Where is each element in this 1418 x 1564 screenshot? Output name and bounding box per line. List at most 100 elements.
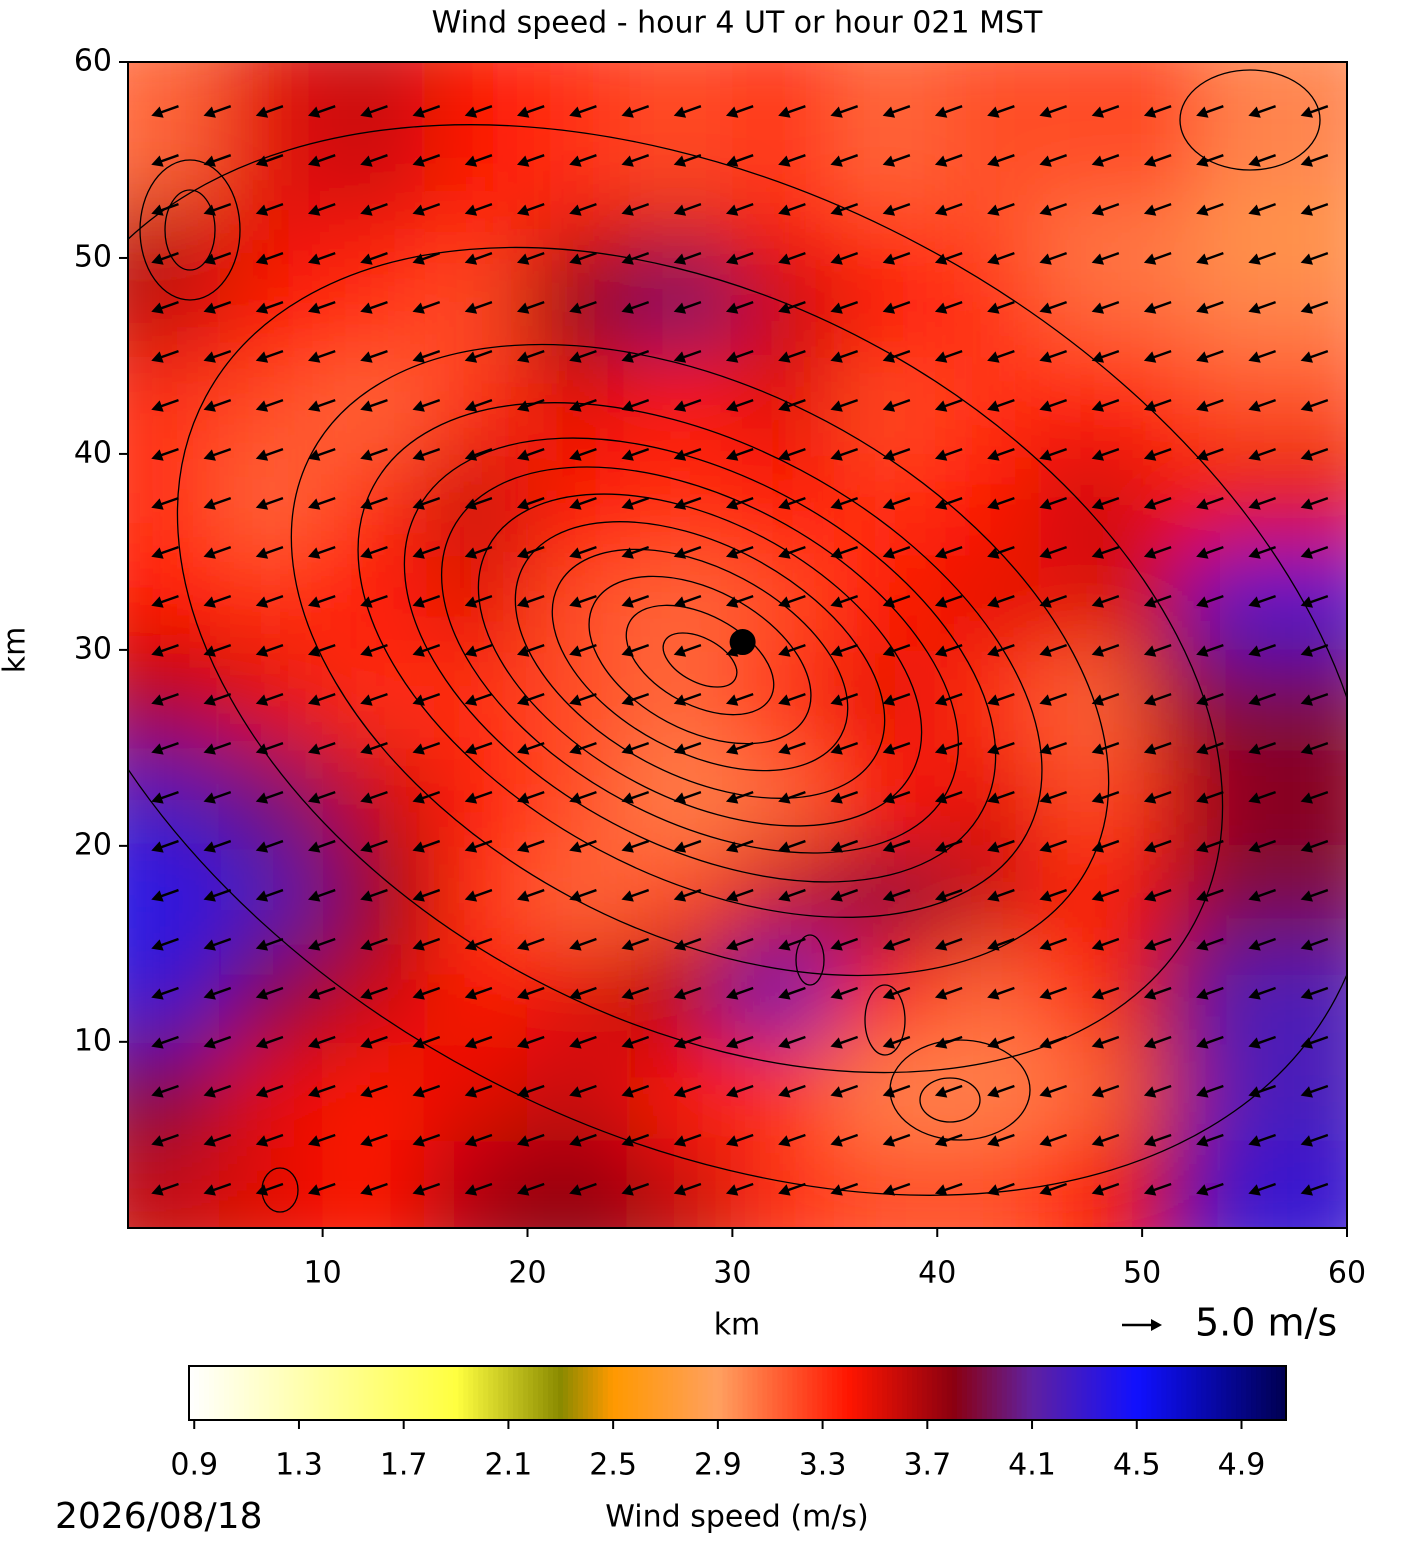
wind-arrow — [516, 741, 545, 755]
wind-arrow-head — [1248, 1135, 1261, 1147]
wind-arrow — [1039, 1084, 1068, 1098]
wind-arrow — [882, 448, 911, 461]
colorbar-swatch — [1051, 1366, 1058, 1420]
wind-arrow-head — [360, 253, 373, 265]
wind-arrow — [516, 350, 545, 363]
wind-arrow-head — [1196, 106, 1209, 118]
wind-arrow — [516, 888, 545, 902]
wind-arrow-head — [412, 106, 425, 118]
colorbar-swatch — [981, 1366, 988, 1420]
colorbar-swatch — [887, 1366, 893, 1420]
wind-arrow-head — [360, 1135, 373, 1147]
wind-arrow-head — [203, 351, 216, 363]
wind-arrow-head — [308, 645, 321, 657]
colorbar-swatch — [1116, 1366, 1123, 1420]
wind-arrow-head — [673, 204, 687, 216]
wind-arrow — [725, 252, 754, 265]
wind-arrow-head — [516, 792, 530, 804]
colorbar-swatch — [283, 1366, 290, 1420]
wind-arrow — [1039, 496, 1068, 510]
wind-arrow-head — [255, 204, 269, 216]
wind-arrow — [621, 741, 650, 755]
wind-arrow-head — [516, 841, 530, 853]
quiver-key-arrow — [1122, 1319, 1162, 1331]
wind-arrow-head — [725, 694, 739, 706]
wind-arrow-head — [203, 792, 216, 804]
wind-arrow — [987, 154, 1015, 167]
wind-arrow-head — [1300, 743, 1313, 755]
colorbar-swatch — [413, 1366, 419, 1420]
wind-arrow — [987, 105, 1015, 118]
wind-arrow — [725, 594, 754, 608]
wind-arrow-head — [151, 645, 164, 657]
wind-arrow-head — [621, 155, 634, 167]
wind-arrow-head — [516, 1135, 530, 1147]
wind-arrow — [308, 301, 336, 314]
wind-arrow-head — [621, 1184, 634, 1196]
wind-arrow — [1300, 350, 1329, 363]
wind-arrow — [412, 399, 441, 412]
wind-arrow — [778, 203, 806, 216]
wind-arrow — [412, 790, 441, 804]
wind-arrow-head — [360, 743, 373, 755]
wind-arrow-head — [934, 1184, 948, 1196]
wind-arrow-head — [1196, 792, 1209, 804]
wind-arrow — [569, 496, 597, 510]
wind-arrow — [516, 203, 545, 216]
wind-arrow — [621, 448, 650, 461]
wind-arrow-head — [203, 743, 216, 755]
wind-arrow-head — [203, 302, 216, 314]
colorbar-swatch — [837, 1366, 843, 1420]
wind-arrow — [1091, 545, 1120, 559]
wind-arrow — [778, 1084, 806, 1098]
colorbar-swatch — [757, 1366, 764, 1420]
wind-arrow — [151, 1133, 179, 1147]
wind-arrow — [308, 496, 336, 510]
wind-arrow-head — [1300, 449, 1313, 461]
wind-arrow — [673, 252, 702, 265]
wind-arrow-head — [151, 694, 164, 706]
colorbar-swatch — [622, 1366, 629, 1420]
wind-arrow — [987, 252, 1015, 265]
wind-arrow-head — [621, 694, 634, 706]
wind-arrow-head — [987, 1135, 1000, 1147]
wind-arrow-head — [255, 792, 269, 804]
wind-arrow — [308, 252, 336, 265]
wind-arrow-head — [203, 498, 216, 510]
wind-arrow — [1300, 741, 1329, 755]
wind-arrow — [516, 448, 545, 461]
wind-arrow-head — [882, 351, 896, 363]
wind-arrow — [1248, 1182, 1276, 1196]
y-tick-label: 20 — [74, 827, 112, 862]
colorbar-swatch — [323, 1366, 330, 1420]
heatmap-cell — [526, 62, 631, 210]
colorbar-swatch — [902, 1366, 908, 1420]
wind-arrow-head — [778, 792, 791, 804]
wind-arrow — [464, 986, 493, 1000]
wind-arrow — [1039, 350, 1068, 363]
wind-arrow — [830, 1133, 859, 1147]
wind-arrow-head — [1091, 498, 1105, 510]
wind-arrow — [203, 154, 232, 167]
wind-arrow-head — [882, 155, 896, 167]
wind-arrow-head — [151, 890, 164, 902]
wind-arrow-head — [360, 988, 373, 1000]
wind-arrow-head — [830, 596, 843, 608]
wind-arrow-head — [360, 351, 373, 363]
colorbar-swatch — [203, 1366, 210, 1420]
colorbar-swatch — [567, 1366, 574, 1420]
wind-arrow — [412, 448, 441, 461]
wind-arrow-head — [151, 792, 164, 804]
wind-arrow-head — [308, 1086, 321, 1098]
wind-arrow — [308, 986, 336, 1000]
colorbar-swatch — [557, 1366, 564, 1420]
wind-arrow-head — [1091, 743, 1105, 755]
wind-arrow-head — [464, 253, 478, 265]
wind-arrow-head — [725, 400, 739, 412]
colorbar-swatch — [213, 1366, 220, 1420]
wind-arrow — [412, 741, 441, 755]
wind-arrow — [516, 545, 545, 559]
wind-arrow — [725, 1133, 754, 1147]
colorbar-swatch — [1236, 1366, 1242, 1420]
